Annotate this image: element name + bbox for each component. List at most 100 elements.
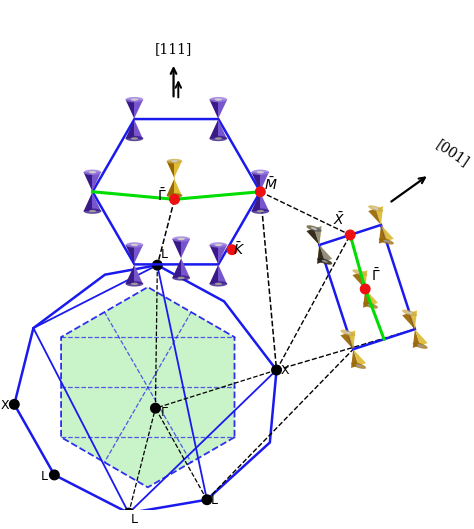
Polygon shape: [219, 99, 227, 119]
Polygon shape: [340, 333, 353, 349]
Polygon shape: [307, 229, 319, 245]
Polygon shape: [413, 329, 420, 348]
Text: L: L: [41, 470, 48, 482]
Polygon shape: [210, 264, 219, 284]
Circle shape: [202, 495, 212, 505]
Ellipse shape: [172, 236, 190, 242]
Polygon shape: [317, 245, 325, 263]
Polygon shape: [210, 99, 219, 119]
Polygon shape: [135, 264, 143, 284]
Ellipse shape: [171, 160, 178, 162]
Ellipse shape: [131, 244, 138, 246]
Ellipse shape: [379, 238, 394, 244]
Ellipse shape: [402, 309, 417, 316]
Ellipse shape: [352, 269, 367, 276]
Ellipse shape: [356, 364, 362, 367]
Ellipse shape: [83, 170, 101, 175]
Polygon shape: [126, 264, 135, 284]
Polygon shape: [219, 245, 227, 264]
Ellipse shape: [89, 210, 96, 212]
Ellipse shape: [311, 227, 317, 230]
Polygon shape: [376, 206, 383, 225]
Ellipse shape: [367, 304, 374, 307]
Ellipse shape: [351, 362, 366, 369]
Polygon shape: [126, 119, 135, 139]
Circle shape: [9, 399, 19, 409]
Ellipse shape: [210, 281, 227, 287]
Ellipse shape: [131, 98, 138, 101]
Polygon shape: [135, 99, 143, 119]
Polygon shape: [172, 239, 181, 259]
Polygon shape: [174, 161, 182, 178]
Ellipse shape: [383, 240, 389, 243]
Ellipse shape: [317, 258, 332, 264]
Polygon shape: [381, 225, 394, 241]
Text: L: L: [131, 513, 137, 526]
Circle shape: [153, 260, 162, 270]
Text: L: L: [211, 494, 218, 507]
Circle shape: [272, 365, 281, 375]
Text: $\bar{K}$: $\bar{K}$: [233, 242, 245, 259]
Circle shape: [151, 404, 160, 413]
Ellipse shape: [413, 342, 428, 349]
Polygon shape: [415, 329, 428, 345]
Polygon shape: [92, 172, 101, 191]
Polygon shape: [353, 272, 365, 289]
Polygon shape: [319, 245, 332, 261]
Polygon shape: [360, 270, 367, 289]
Polygon shape: [317, 245, 325, 263]
Ellipse shape: [307, 225, 321, 232]
Polygon shape: [83, 191, 92, 211]
Ellipse shape: [317, 258, 332, 264]
Text: X: X: [280, 364, 289, 377]
Ellipse shape: [311, 227, 317, 230]
Polygon shape: [167, 161, 174, 178]
Ellipse shape: [251, 208, 269, 214]
Ellipse shape: [256, 171, 264, 174]
Polygon shape: [181, 239, 190, 259]
Ellipse shape: [210, 136, 227, 141]
Ellipse shape: [126, 242, 143, 248]
Circle shape: [346, 230, 355, 240]
Text: [001]: [001]: [433, 138, 472, 170]
Polygon shape: [210, 119, 219, 139]
Polygon shape: [135, 119, 143, 139]
Polygon shape: [314, 226, 321, 245]
Ellipse shape: [373, 207, 379, 210]
Text: L: L: [161, 248, 168, 260]
Polygon shape: [174, 178, 182, 196]
Ellipse shape: [251, 170, 269, 175]
Ellipse shape: [178, 277, 185, 279]
Ellipse shape: [321, 260, 328, 263]
Polygon shape: [126, 99, 135, 119]
Polygon shape: [167, 178, 174, 196]
Text: $\Gamma$: $\Gamma$: [160, 406, 169, 419]
Circle shape: [255, 187, 265, 196]
Ellipse shape: [210, 242, 227, 248]
Text: $\bar{M}$: $\bar{M}$: [264, 176, 278, 193]
Ellipse shape: [368, 205, 383, 212]
Polygon shape: [365, 289, 378, 305]
Polygon shape: [61, 287, 235, 487]
Ellipse shape: [131, 282, 138, 285]
Ellipse shape: [210, 97, 227, 102]
Ellipse shape: [340, 330, 356, 336]
Polygon shape: [181, 259, 190, 278]
Polygon shape: [348, 331, 356, 349]
Circle shape: [170, 195, 179, 204]
Ellipse shape: [172, 275, 190, 280]
Polygon shape: [172, 259, 181, 278]
Ellipse shape: [167, 159, 182, 163]
Polygon shape: [402, 313, 415, 329]
Polygon shape: [83, 172, 92, 191]
Circle shape: [227, 245, 237, 254]
Text: [111]: [111]: [155, 42, 192, 56]
Ellipse shape: [345, 332, 351, 334]
Text: $\bar{\Gamma}$: $\bar{\Gamma}$: [157, 187, 167, 204]
Polygon shape: [92, 191, 101, 211]
Polygon shape: [363, 289, 371, 308]
Polygon shape: [314, 226, 321, 245]
Ellipse shape: [417, 344, 423, 347]
Polygon shape: [379, 225, 386, 244]
Ellipse shape: [256, 210, 264, 212]
